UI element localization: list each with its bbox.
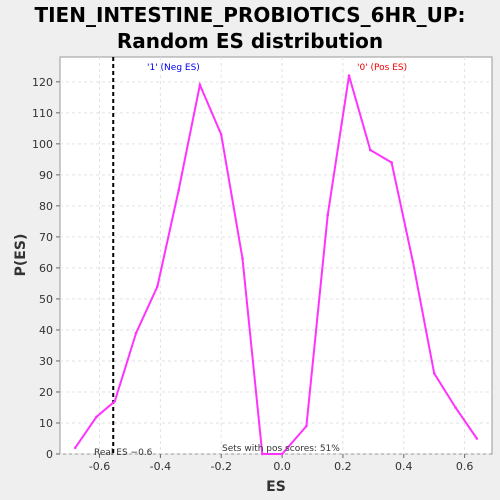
x-tick-label: 0.6 [456, 460, 474, 473]
x-tick-label: 0.4 [395, 460, 413, 473]
x-tick-label: -0.6 [89, 460, 110, 473]
data-point [390, 161, 393, 164]
y-tick-label: 40 [39, 324, 53, 337]
y-tick-label: 110 [32, 107, 53, 120]
y-tick-label: 20 [39, 386, 53, 399]
data-point [326, 213, 330, 217]
y-ticks: 0 10 20 30 40 50 60 70 80 90 100 110 120 [32, 76, 60, 461]
data-point [134, 331, 138, 335]
plot-area [59, 56, 493, 455]
data-point [73, 446, 77, 450]
pos-scores-text: Sets with pos scores: 51% [222, 444, 340, 454]
real-es-label: Real ES −0.6 [94, 448, 153, 458]
y-axis-label: P(ES) [13, 234, 29, 277]
data-point [198, 83, 202, 87]
x-tick-label: 0.0 [273, 460, 291, 473]
y-tick-label: 120 [32, 76, 53, 89]
y-tick-label: 90 [39, 169, 53, 182]
chart-title-block: TIEN_INTESTINE_PROBIOTICS_6HR_UP: Random… [0, 2, 500, 54]
data-point [369, 148, 372, 152]
y-tick-label: 30 [39, 355, 53, 368]
data-point [241, 257, 244, 260]
series-line [74, 75, 478, 455]
data-point [113, 399, 117, 403]
chart-title: TIEN_INTESTINE_PROBIOTICS_6HR_UP: [34, 3, 466, 27]
y-tick-label: 100 [32, 138, 53, 151]
data-point [475, 437, 479, 440]
data-point [95, 415, 98, 419]
x-tick-label: -0.4 [150, 460, 171, 473]
data-point [432, 372, 436, 375]
data-point [454, 406, 457, 409]
y-tick-label: 80 [39, 200, 53, 213]
data-point [280, 452, 284, 456]
y-tick-label: 0 [46, 448, 53, 461]
data-point [261, 452, 264, 456]
x-tick-label: 0.2 [334, 460, 352, 473]
x-tick-label: -0.2 [211, 460, 232, 473]
x-ticks: -0.6 -0.4 -0.2 0.0 0.2 0.4 0.6 [89, 454, 474, 473]
y-tick-label: 70 [39, 231, 53, 244]
y-tick-label: 50 [39, 293, 53, 306]
neg-es-label: '1' (Neg ES) [147, 63, 200, 73]
data-point [156, 285, 159, 288]
data-point [177, 189, 180, 192]
data-point [305, 424, 308, 428]
data-point [219, 133, 223, 136]
pos-es-label: '0' (Pos ES) [357, 63, 407, 73]
x-axis-label: ES [266, 479, 286, 495]
y-tick-label: 60 [39, 262, 53, 275]
data-point [411, 260, 415, 264]
data-point [347, 74, 351, 77]
chart-subtitle: Random ES distribution [116, 29, 384, 53]
series-points [73, 74, 479, 456]
y-tick-label: 10 [39, 417, 53, 430]
